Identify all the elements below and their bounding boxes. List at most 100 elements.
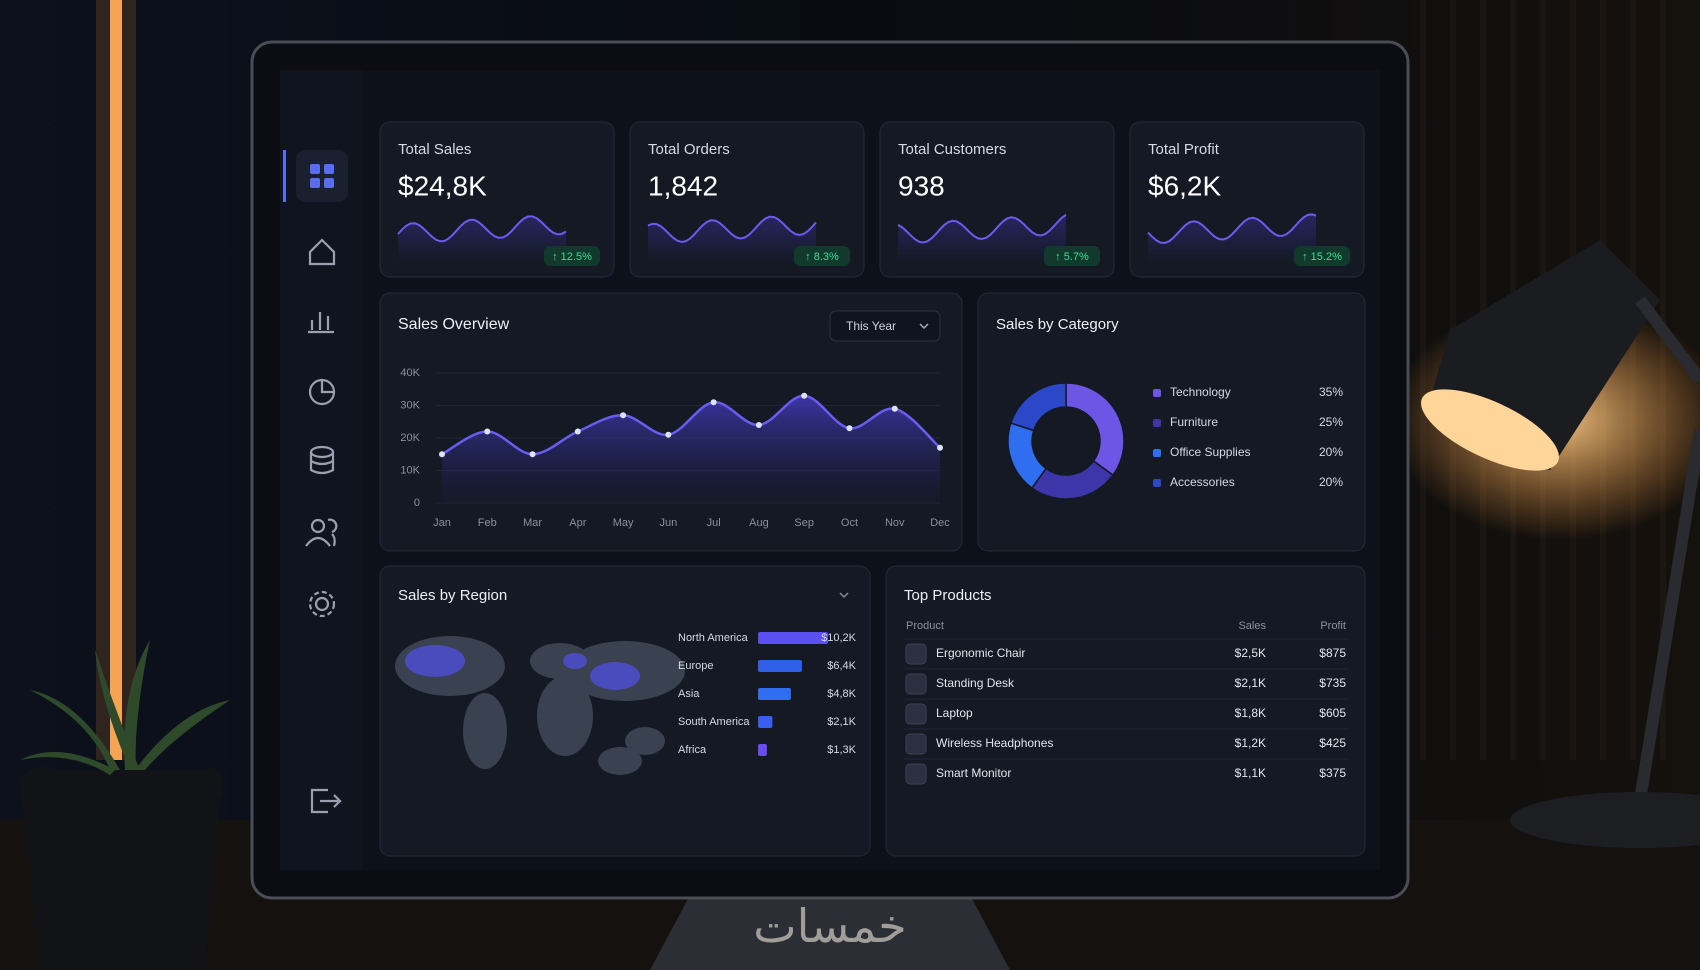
dashboard: Total Sales $24,8K ↑ 12.5% Total Orders 1,84… bbox=[379, 121, 1366, 857]
y-tick-label: 0 bbox=[414, 497, 420, 509]
column-header: Sales bbox=[1238, 620, 1266, 632]
kpi-change: ↑ 12.5% bbox=[552, 251, 592, 263]
value-label: 20% bbox=[1319, 475, 1343, 489]
value-label: $1,3K bbox=[827, 744, 856, 756]
product-name: Laptop bbox=[936, 706, 973, 720]
product-icon bbox=[905, 733, 927, 755]
continent bbox=[598, 747, 642, 775]
table-cell: $375 bbox=[1319, 766, 1346, 780]
card-title: Top Products bbox=[904, 587, 992, 604]
product-icon bbox=[905, 703, 927, 725]
legend-swatch bbox=[1153, 449, 1161, 457]
sparkline-area bbox=[398, 216, 566, 262]
sparkline bbox=[1147, 213, 1317, 244]
lamp bbox=[1421, 240, 1700, 848]
dropdown-chevron bbox=[919, 323, 929, 330]
region-bar bbox=[758, 688, 791, 700]
kpi-label: Total Orders bbox=[648, 141, 730, 158]
value-label: 35% bbox=[1319, 385, 1343, 399]
legend-label: Furniture bbox=[1170, 415, 1218, 429]
product-name: Ergonomic Chair bbox=[936, 646, 1025, 660]
data-point bbox=[755, 422, 762, 428]
donut-segment bbox=[1009, 382, 1067, 432]
data-point bbox=[891, 405, 898, 412]
filter-label: This Year bbox=[846, 319, 896, 333]
sidebar-icons[interactable] bbox=[283, 150, 348, 814]
table-cell: $1,2K bbox=[1235, 736, 1266, 750]
sparkline bbox=[897, 214, 1067, 244]
legend-label: Technology bbox=[1170, 385, 1231, 399]
y-tick-label: 20K bbox=[400, 432, 420, 444]
card-title: Sales Overview bbox=[398, 316, 510, 333]
kpi-label: Total Customers bbox=[898, 141, 1006, 158]
y-tick-label: 40K bbox=[400, 367, 420, 379]
data-point bbox=[484, 428, 491, 435]
plant-pot bbox=[20, 766, 223, 970]
value-label: $10,2K bbox=[821, 632, 857, 644]
value-label: $2,1K bbox=[827, 716, 856, 728]
sales-line bbox=[441, 394, 941, 456]
region-bar bbox=[758, 632, 828, 644]
kpi-change: ↑ 15.2% bbox=[1302, 251, 1342, 263]
world-map bbox=[395, 636, 685, 775]
card-title: Sales by Region bbox=[398, 587, 507, 604]
region-bar bbox=[758, 660, 802, 672]
x-tick-label: Oct bbox=[841, 517, 858, 529]
x-tick-label: Jan bbox=[433, 517, 451, 529]
sparkline-area bbox=[648, 216, 816, 262]
sales-area bbox=[442, 395, 940, 503]
kpi-value: 938 bbox=[898, 170, 945, 201]
data-point bbox=[529, 451, 536, 458]
continent bbox=[625, 727, 665, 755]
kpi-value: $24,8K bbox=[398, 170, 487, 201]
kpi-label: Total Sales bbox=[398, 141, 471, 158]
product-icon bbox=[905, 643, 927, 665]
monitor-stand bbox=[650, 895, 1010, 970]
column-header: Profit bbox=[1320, 620, 1346, 632]
region-bar bbox=[758, 716, 773, 728]
filter-dropdown[interactable] bbox=[829, 310, 941, 342]
data-point bbox=[574, 428, 581, 435]
sparkline bbox=[647, 215, 817, 243]
data-point bbox=[801, 392, 808, 399]
data-point bbox=[937, 444, 943, 451]
continent bbox=[537, 676, 593, 756]
light-strip-glow bbox=[96, 0, 136, 760]
sparkline bbox=[397, 215, 567, 243]
kpi-change-badge bbox=[1044, 246, 1100, 266]
kpi-change: ↑ 5.7% bbox=[1055, 251, 1089, 263]
legend-label: Accessories bbox=[1170, 475, 1235, 489]
data-point bbox=[665, 431, 672, 438]
table-cell: $425 bbox=[1319, 736, 1346, 750]
plant bbox=[20, 640, 230, 775]
sparkline-area bbox=[898, 214, 1066, 262]
x-tick-label: Jul bbox=[707, 517, 721, 529]
continent bbox=[463, 693, 507, 769]
sidebar bbox=[280, 70, 362, 870]
legend-swatch bbox=[1153, 389, 1161, 397]
value-label: $4,8K bbox=[827, 688, 856, 700]
card-chevron bbox=[839, 592, 849, 599]
value-label: $6,4K bbox=[827, 660, 856, 672]
kpi-change-badge bbox=[794, 246, 850, 266]
table-cell: $1,1K bbox=[1235, 766, 1266, 780]
value-label: 25% bbox=[1319, 415, 1343, 429]
highlight-region bbox=[405, 645, 465, 677]
sparkline-area bbox=[1148, 214, 1316, 262]
product-icon bbox=[905, 673, 927, 695]
x-tick-label: Mar bbox=[523, 517, 542, 529]
region-label: Africa bbox=[678, 744, 707, 756]
card-title: Sales by Category bbox=[996, 316, 1119, 333]
x-tick-label: Nov bbox=[885, 517, 905, 529]
x-tick-label: Apr bbox=[569, 517, 586, 529]
kpi-label: Total Profit bbox=[1148, 141, 1220, 158]
table-cell: $605 bbox=[1319, 706, 1346, 720]
table-cell: $2,5K bbox=[1235, 646, 1266, 660]
value-label: 20% bbox=[1319, 445, 1343, 459]
product-name: Smart Monitor bbox=[936, 766, 1011, 780]
x-tick-label: Sep bbox=[794, 517, 814, 529]
table-cell: $735 bbox=[1319, 676, 1346, 690]
table-cell: $1,8K bbox=[1235, 706, 1266, 720]
legend-swatch bbox=[1153, 419, 1161, 427]
